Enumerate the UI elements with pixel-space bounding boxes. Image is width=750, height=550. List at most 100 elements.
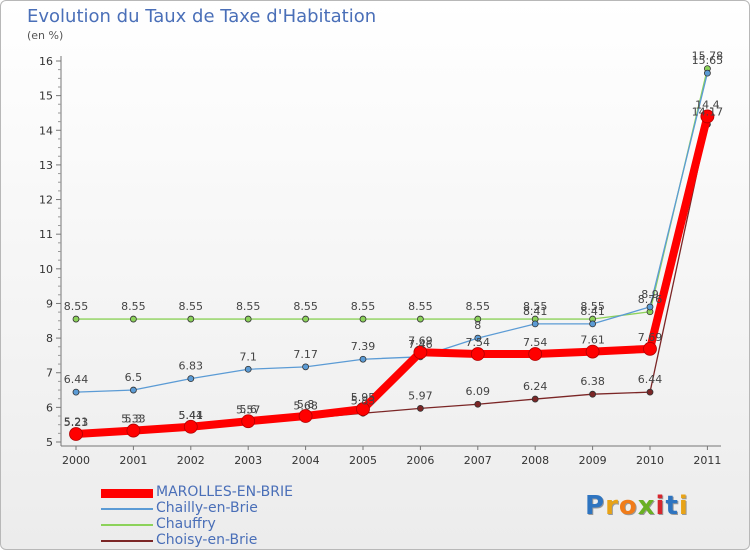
data-label: 7.39 bbox=[351, 340, 376, 353]
data-label: 8.55 bbox=[523, 300, 548, 313]
y-tick-label: 5 bbox=[46, 436, 53, 449]
data-label: 7.1 bbox=[239, 350, 257, 363]
data-label: 7.69 bbox=[638, 331, 663, 344]
x-tick-label: 2009 bbox=[579, 454, 607, 467]
data-point bbox=[129, 315, 137, 323]
data-label: 7.69 bbox=[408, 334, 433, 347]
legend-label: Chailly-en-Brie bbox=[156, 500, 258, 516]
data-point bbox=[589, 390, 596, 398]
y-tick-label: 6 bbox=[46, 401, 53, 414]
data-point bbox=[69, 427, 83, 441]
y-tick-label: 16 bbox=[39, 55, 53, 68]
data-label: 8.41 bbox=[523, 305, 548, 318]
data-point bbox=[359, 315, 367, 323]
data-label: 6.38 bbox=[580, 375, 605, 388]
data-point bbox=[302, 363, 310, 371]
legend-label: MAROLLES-EN-BRIE bbox=[156, 484, 293, 500]
data-point bbox=[646, 388, 654, 396]
data-label: 5.3 bbox=[125, 413, 143, 426]
data-point bbox=[356, 402, 370, 416]
data-label: 6.09 bbox=[466, 385, 491, 398]
data-point bbox=[187, 315, 195, 323]
data-point bbox=[72, 388, 80, 396]
data-label: 7.54 bbox=[466, 336, 491, 349]
data-label: 6.44 bbox=[64, 373, 89, 386]
data-label: 5.41 bbox=[179, 409, 204, 422]
data-label: 7.46 bbox=[408, 338, 433, 351]
data-label: 6.83 bbox=[179, 360, 204, 373]
logo-letter: i bbox=[655, 491, 666, 521]
x-tick-label: 2008 bbox=[521, 454, 549, 467]
data-point bbox=[646, 303, 654, 311]
y-tick-label: 15 bbox=[39, 90, 53, 103]
data-point bbox=[302, 315, 310, 323]
data-point bbox=[643, 341, 657, 356]
data-label: 8.55 bbox=[408, 300, 433, 313]
data-point bbox=[531, 395, 539, 403]
data-point bbox=[244, 365, 252, 373]
data-label: 5.68 bbox=[293, 399, 318, 412]
x-tick-label: 2002 bbox=[177, 454, 205, 467]
data-label: 7.17 bbox=[293, 348, 318, 361]
y-tick-label: 14 bbox=[39, 124, 53, 137]
data-label: 5.95 bbox=[351, 391, 376, 404]
data-point bbox=[187, 375, 195, 383]
series-line bbox=[75, 124, 709, 436]
data-label: 5.97 bbox=[408, 389, 433, 402]
logo-letter: t bbox=[665, 491, 679, 521]
data-label: 8.55 bbox=[64, 300, 89, 313]
x-tick-label: 2005 bbox=[349, 454, 377, 467]
data-label: 14.4 bbox=[695, 98, 720, 111]
data-point bbox=[585, 344, 600, 359]
proxiti-logo: Proxiti bbox=[585, 491, 689, 521]
data-point bbox=[704, 69, 711, 77]
data-label: 14.17 bbox=[692, 105, 724, 118]
chart-unit: (en %) bbox=[27, 29, 64, 42]
data-label: 7.54 bbox=[523, 336, 548, 349]
data-label: 6.44 bbox=[638, 373, 663, 386]
y-tick-label: 12 bbox=[39, 194, 53, 207]
data-point bbox=[470, 347, 485, 361]
series-line bbox=[76, 68, 709, 320]
data-label: 8.55 bbox=[121, 300, 146, 313]
logo-letter: r bbox=[605, 491, 619, 521]
legend-swatch bbox=[101, 508, 153, 510]
y-tick-label: 7 bbox=[46, 367, 53, 380]
legend-swatch bbox=[101, 524, 153, 526]
logo-letter: x bbox=[637, 491, 656, 521]
data-point bbox=[416, 405, 424, 412]
legend-swatch bbox=[101, 540, 153, 542]
data-label: 8.9 bbox=[641, 288, 659, 301]
data-label: 8.41 bbox=[580, 305, 605, 318]
data-label: 8.55 bbox=[236, 300, 261, 313]
data-point bbox=[129, 386, 137, 394]
y-tick-label: 13 bbox=[39, 159, 53, 172]
y-tick-label: 11 bbox=[39, 228, 53, 241]
data-point bbox=[416, 315, 424, 323]
legend-swatch bbox=[101, 489, 153, 498]
x-tick-label: 2006 bbox=[406, 454, 434, 467]
data-label: 5.21 bbox=[64, 416, 89, 429]
data-point bbox=[183, 419, 198, 434]
logo-letter: o bbox=[618, 491, 638, 521]
data-label: 6.5 bbox=[125, 371, 143, 384]
chart-title: Evolution du Taux de Taxe d'Habitation bbox=[27, 6, 377, 27]
x-tick-label: 2003 bbox=[234, 454, 262, 467]
data-label: 5.83 bbox=[351, 394, 376, 407]
data-label: 5.23 bbox=[64, 416, 89, 429]
data-point bbox=[474, 315, 482, 323]
data-label: 5.57 bbox=[236, 403, 261, 416]
data-point bbox=[241, 414, 256, 429]
data-label: 8.55 bbox=[293, 300, 318, 313]
x-tick-label: 2001 bbox=[119, 454, 147, 467]
data-label: 5.44 bbox=[179, 409, 204, 422]
data-point bbox=[528, 347, 543, 361]
data-point bbox=[589, 320, 596, 328]
data-label: 8.55 bbox=[466, 300, 491, 313]
data-label: 8 bbox=[474, 319, 481, 332]
y-tick-label: 9 bbox=[46, 297, 53, 310]
data-label: 5.33 bbox=[121, 413, 146, 426]
legend-label: Choisy-en-Brie bbox=[156, 532, 258, 548]
y-tick-label: 10 bbox=[39, 263, 53, 276]
